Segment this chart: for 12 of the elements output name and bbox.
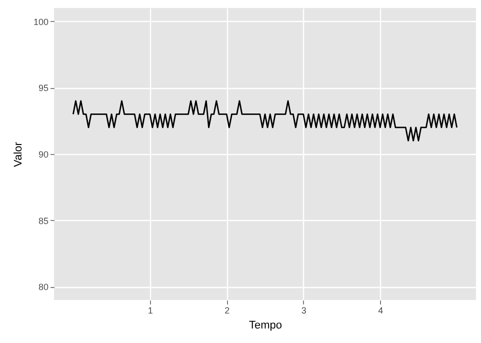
x-axis-title: Tempo xyxy=(248,320,282,332)
x-tick-label: 1 xyxy=(148,306,153,316)
y-tick-label: 100 xyxy=(33,16,48,27)
y-tick-label: 90 xyxy=(38,150,48,160)
y-tick-label: 80 xyxy=(38,282,48,292)
x-tick-label: 2 xyxy=(224,306,230,316)
x-tick-label: 4 xyxy=(378,306,384,316)
x-tick-label: 3 xyxy=(301,306,306,316)
y-axis-title: Valor xyxy=(12,142,24,167)
line-series xyxy=(72,100,458,142)
y-tick-label: 95 xyxy=(38,83,48,94)
y-tick-label: 85 xyxy=(38,216,48,226)
